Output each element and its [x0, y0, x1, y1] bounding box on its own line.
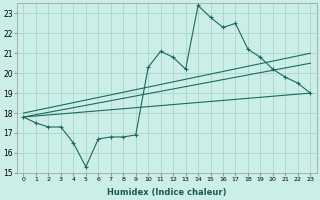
X-axis label: Humidex (Indice chaleur): Humidex (Indice chaleur) — [107, 188, 227, 197]
